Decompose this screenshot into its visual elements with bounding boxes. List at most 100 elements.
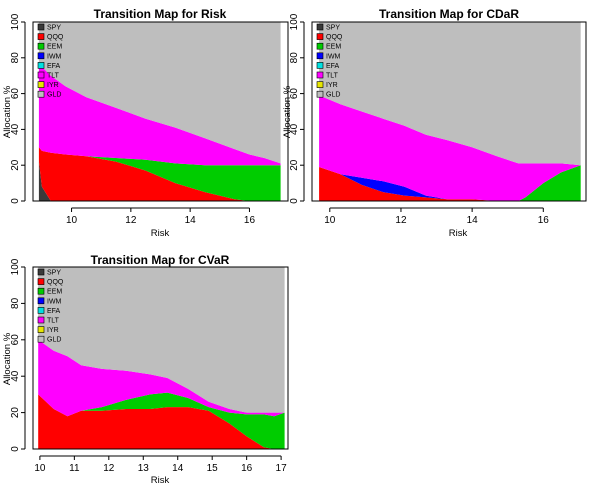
legend-label-gld: GLD [47,337,61,344]
area-tlt [38,66,281,166]
y-tick-label: 60 [10,334,21,346]
x-tick-label: 12 [395,215,407,226]
plot-box [32,266,289,450]
y-axis-label: Allocation % [2,85,13,138]
legend-swatch-iwm [316,52,324,60]
legend-label-iwm: IWM [47,298,62,305]
y-tick-label: 0 [10,446,21,452]
y-tick-label: 100 [289,13,300,30]
chart-title: Transition Map for CVaR [91,253,230,267]
x-tick-label: 14 [467,215,479,226]
legend-swatch-gld [316,90,324,98]
area-eem [38,147,281,201]
legend-swatch-gld [37,90,45,98]
legend-label-eem: EEM [47,44,62,51]
y-tick-label: 60 [289,88,300,100]
legend-swatch-spy [37,23,45,31]
x-tick-label: 17 [276,463,288,474]
legend-swatch-iyr [37,326,45,333]
x-tick-label: 10 [34,463,46,474]
legend-swatch-eem [37,287,45,295]
legend-label-eem: EEM [47,289,62,296]
legend-label-qqq: QQQ [47,34,64,41]
x-axis-label: Risk [151,228,170,239]
chart-panel-3: 0 20 40 60 80 100 10 11 12 13 14 15 16 17 Transition M… [2,253,289,486]
area-gld [38,22,281,164]
legend-swatch-spy [316,23,324,31]
chart-title: Transition Map for Risk [94,7,227,21]
legend-label-tlt: TLT [47,73,60,80]
x-tick-label: 14 [172,463,184,474]
y-tick-label: 80 [10,52,21,64]
legend-label-efa: EFA [47,308,61,315]
area-qqq [319,167,581,201]
y-tick-label: 20 [10,407,21,419]
area-iwm [319,165,581,201]
legend-swatch-tlt [37,71,45,79]
legend-label-tlt: TLT [47,318,60,325]
legend-label-qqq: QQQ [47,279,64,286]
legend-label-efa: EFA [326,63,340,70]
y-tick-label: 40 [10,370,21,382]
chart-title: Transition Map for CDaR [379,7,519,21]
legend-swatch-qqq [37,33,45,40]
y-tick-label: 80 [10,297,21,309]
y-tick-label: 40 [289,123,300,135]
legend-label-iyr: IYR [47,327,59,334]
area-qqq [38,147,281,201]
chart-panel-2: 0 20 40 60 80 100 10 12 14 16 Transition Map for C… [282,7,587,239]
y-tick-label: 100 [10,258,21,275]
y-tick-label: 0 [289,198,300,204]
legend-label-gld: GLD [326,92,340,99]
legend-label-gld: GLD [47,92,61,99]
legend-swatch-efa [316,62,324,69]
area-qqq [38,394,285,449]
x-tick-label: 13 [138,463,150,474]
x-tick-label: 15 [207,463,219,474]
plot-box [32,21,289,202]
plot-box [311,21,587,202]
legend-label-efa: EFA [47,63,61,70]
x-tick-label: 16 [244,215,256,226]
x-tick-label: 10 [66,215,78,226]
legend-label-qqq: QQQ [326,34,343,41]
y-tick-label: 0 [10,198,21,204]
legend-label-spy: SPY [47,270,61,277]
y-tick-label: 20 [289,159,300,171]
chart-panel-1: 0 20 40 60 80 100 10 12 14 16 Transition Map for R… [2,7,289,239]
legend-label-iyr: IYR [47,82,59,89]
legend-swatch-qqq [37,278,45,285]
x-tick-label: 16 [538,215,550,226]
legend-label-iwm: IWM [326,53,341,60]
legend-label-spy: SPY [326,25,340,32]
x-tick-label: 11 [69,463,80,474]
x-tick-label: 16 [241,463,253,474]
area-tlt [38,339,285,417]
legend-swatch-tlt [316,71,324,79]
legend-swatch-iwm [37,297,45,305]
x-tick-label: 10 [324,215,336,226]
x-axis-label: Risk [449,228,468,239]
y-tick-label: 100 [10,13,21,30]
legend-swatch-iwm [37,52,45,60]
legend-swatch-efa [37,307,45,314]
legend-swatch-efa [37,62,45,69]
y-tick-label: 60 [10,88,21,100]
x-tick-label: 14 [185,215,197,226]
legend-swatch-gld [37,335,45,343]
legend-swatch-tlt [37,316,45,324]
y-tick-label: 40 [10,123,21,135]
y-tick-label: 80 [289,52,300,64]
y-axis-label: Allocation % [282,85,293,138]
area-tlt [319,95,581,201]
legend-swatch-iyr [37,81,45,88]
legend-label-eem: EEM [326,44,341,51]
legend-swatch-eem [316,42,324,50]
area-gld [319,22,581,166]
x-tick-label: 12 [103,463,115,474]
y-axis-label: Allocation % [2,332,13,385]
x-tick-label: 12 [125,215,137,226]
legend-swatch-eem [37,42,45,50]
legend-swatch-iyr [316,81,324,88]
